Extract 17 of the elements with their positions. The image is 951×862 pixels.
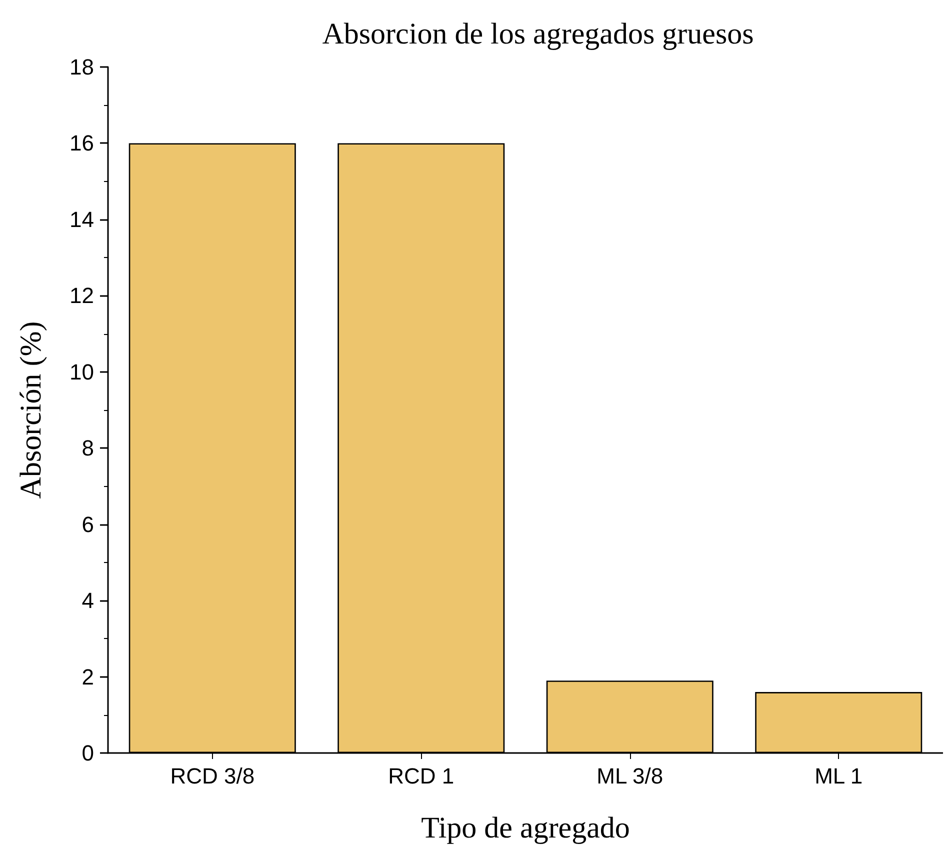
y-tick-label: 10 [70,359,94,384]
x-tick-label: ML 1 [814,764,863,788]
y-tick-label: 12 [70,283,94,308]
y-tick-label: 14 [70,206,94,232]
x-axis-title: Tipo de agregado [421,812,630,844]
x-tick-label: ML 3/8 [596,764,664,788]
y-tick-label: 2 [82,664,94,690]
chart-title: Absorcion de los agregados gruesos [322,18,754,50]
x-tick-label: RCD 1 [388,764,454,788]
y-tick-label: 16 [70,130,94,156]
x-tick-label: RCD 3/8 [170,764,255,788]
y-tick-label: 0 [82,740,94,766]
y-tick-label: 18 [70,54,94,80]
y-axis-title: Absorción (%) [14,321,48,499]
y-tick-label: 4 [82,588,94,614]
y-tick-label: 8 [82,436,94,461]
y-tick-label: 6 [82,512,94,537]
